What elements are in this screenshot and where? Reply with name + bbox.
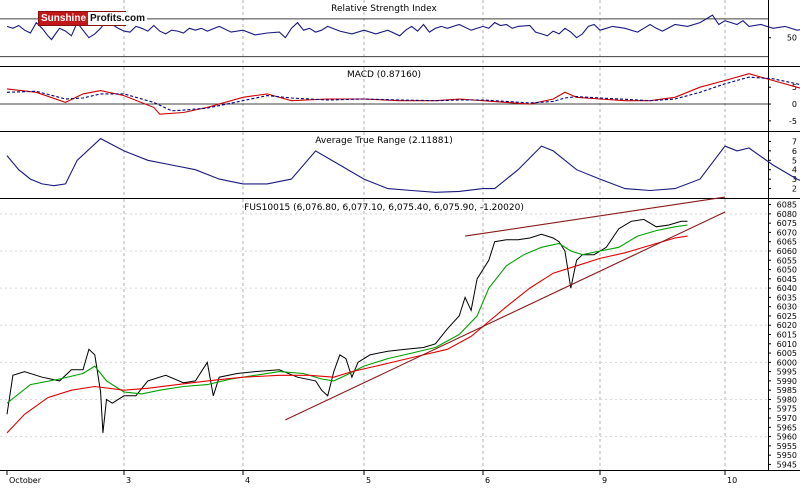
x-tick-label: 3 bbox=[126, 476, 131, 485]
y-tick-label: 0 bbox=[792, 100, 797, 109]
panel-4: 6085608060756070606560606055605060456040… bbox=[0, 196, 800, 485]
y-tick-label: 6060 bbox=[777, 247, 797, 256]
y-tick-label: 5975 bbox=[777, 405, 797, 414]
series-line-channel-top bbox=[465, 196, 726, 237]
panel-2: 5 0 -5 MACD (0.87160) bbox=[0, 67, 800, 132]
brand-logo-part2: Profits.com bbox=[88, 12, 148, 25]
y-tick-label: 6005 bbox=[777, 349, 797, 358]
y-tick-label: 2 bbox=[792, 185, 797, 194]
y-tick-label: 6030 bbox=[777, 303, 797, 312]
brand-logo: Sunshine Profits.com bbox=[38, 11, 148, 26]
y-tick-label: 5980 bbox=[777, 395, 797, 404]
y-tick-label: 5955 bbox=[777, 442, 797, 451]
y-tick-label: 50 bbox=[787, 34, 797, 43]
y-tick-label: 6055 bbox=[777, 256, 797, 265]
y-tick-label: 4 bbox=[792, 166, 797, 175]
brand-logo-part1: Sunshine bbox=[39, 12, 89, 25]
panel-title: FUS10015 (6,076.80, 6,077.10, 6,075.40, … bbox=[244, 203, 524, 213]
y-tick-label: 5950 bbox=[777, 451, 797, 460]
y-tick-label: 6050 bbox=[777, 266, 797, 275]
y-tick-label: 6035 bbox=[777, 293, 797, 302]
y-tick-label: -5 bbox=[789, 117, 797, 126]
x-tick-label: 9 bbox=[602, 476, 607, 485]
x-tick-label: 6 bbox=[485, 476, 490, 485]
y-tick-label: 5970 bbox=[777, 414, 797, 423]
panel-title: MACD (0.87160) bbox=[347, 70, 421, 80]
panel-1: 50 Relative Strength Index bbox=[0, 0, 800, 67]
series-line bbox=[6, 137, 800, 193]
series-line bbox=[6, 14, 800, 41]
y-tick-label: 6080 bbox=[777, 210, 797, 219]
y-tick-label: 6010 bbox=[777, 340, 797, 349]
series-line-channel-bottom bbox=[285, 211, 726, 421]
y-tick-label: 5985 bbox=[777, 386, 797, 395]
x-tick-label: October bbox=[9, 476, 42, 485]
y-tick-label: 5 bbox=[792, 83, 797, 92]
y-tick-label: 6085 bbox=[777, 201, 797, 210]
y-tick-label: 5960 bbox=[777, 433, 797, 442]
series-line-ma-long bbox=[6, 235, 688, 434]
panel-title: Relative Strength Index bbox=[331, 4, 437, 14]
series-line-ma-short bbox=[6, 224, 688, 404]
y-tick-label: 3 bbox=[792, 175, 797, 184]
x-tick-label: 10 bbox=[727, 476, 737, 485]
y-tick-label: 6045 bbox=[777, 275, 797, 284]
y-tick-label: 6000 bbox=[777, 358, 797, 367]
x-tick-label: 5 bbox=[366, 476, 371, 485]
y-tick-label: 6025 bbox=[777, 312, 797, 321]
y-tick-label: 5965 bbox=[777, 423, 797, 432]
y-tick-label: 6 bbox=[792, 147, 797, 156]
panel-title: Average True Range (2.11881) bbox=[315, 136, 452, 146]
y-tick-label: 6015 bbox=[777, 331, 797, 340]
y-tick-label: 5945 bbox=[777, 460, 797, 469]
y-tick-label: 5995 bbox=[777, 368, 797, 377]
y-tick-label: 6075 bbox=[777, 219, 797, 228]
x-tick-label: 4 bbox=[245, 476, 250, 485]
y-tick-label: 6040 bbox=[777, 284, 797, 293]
y-tick-label: 5 bbox=[792, 156, 797, 165]
y-tick-label: 6070 bbox=[777, 228, 797, 237]
series-line-price bbox=[6, 218, 688, 433]
series-line bbox=[6, 73, 800, 115]
y-tick-label: 7 bbox=[792, 137, 797, 146]
y-tick-label: 6020 bbox=[777, 321, 797, 330]
y-tick-label: 6065 bbox=[777, 238, 797, 247]
y-tick-label: 5990 bbox=[777, 377, 797, 386]
